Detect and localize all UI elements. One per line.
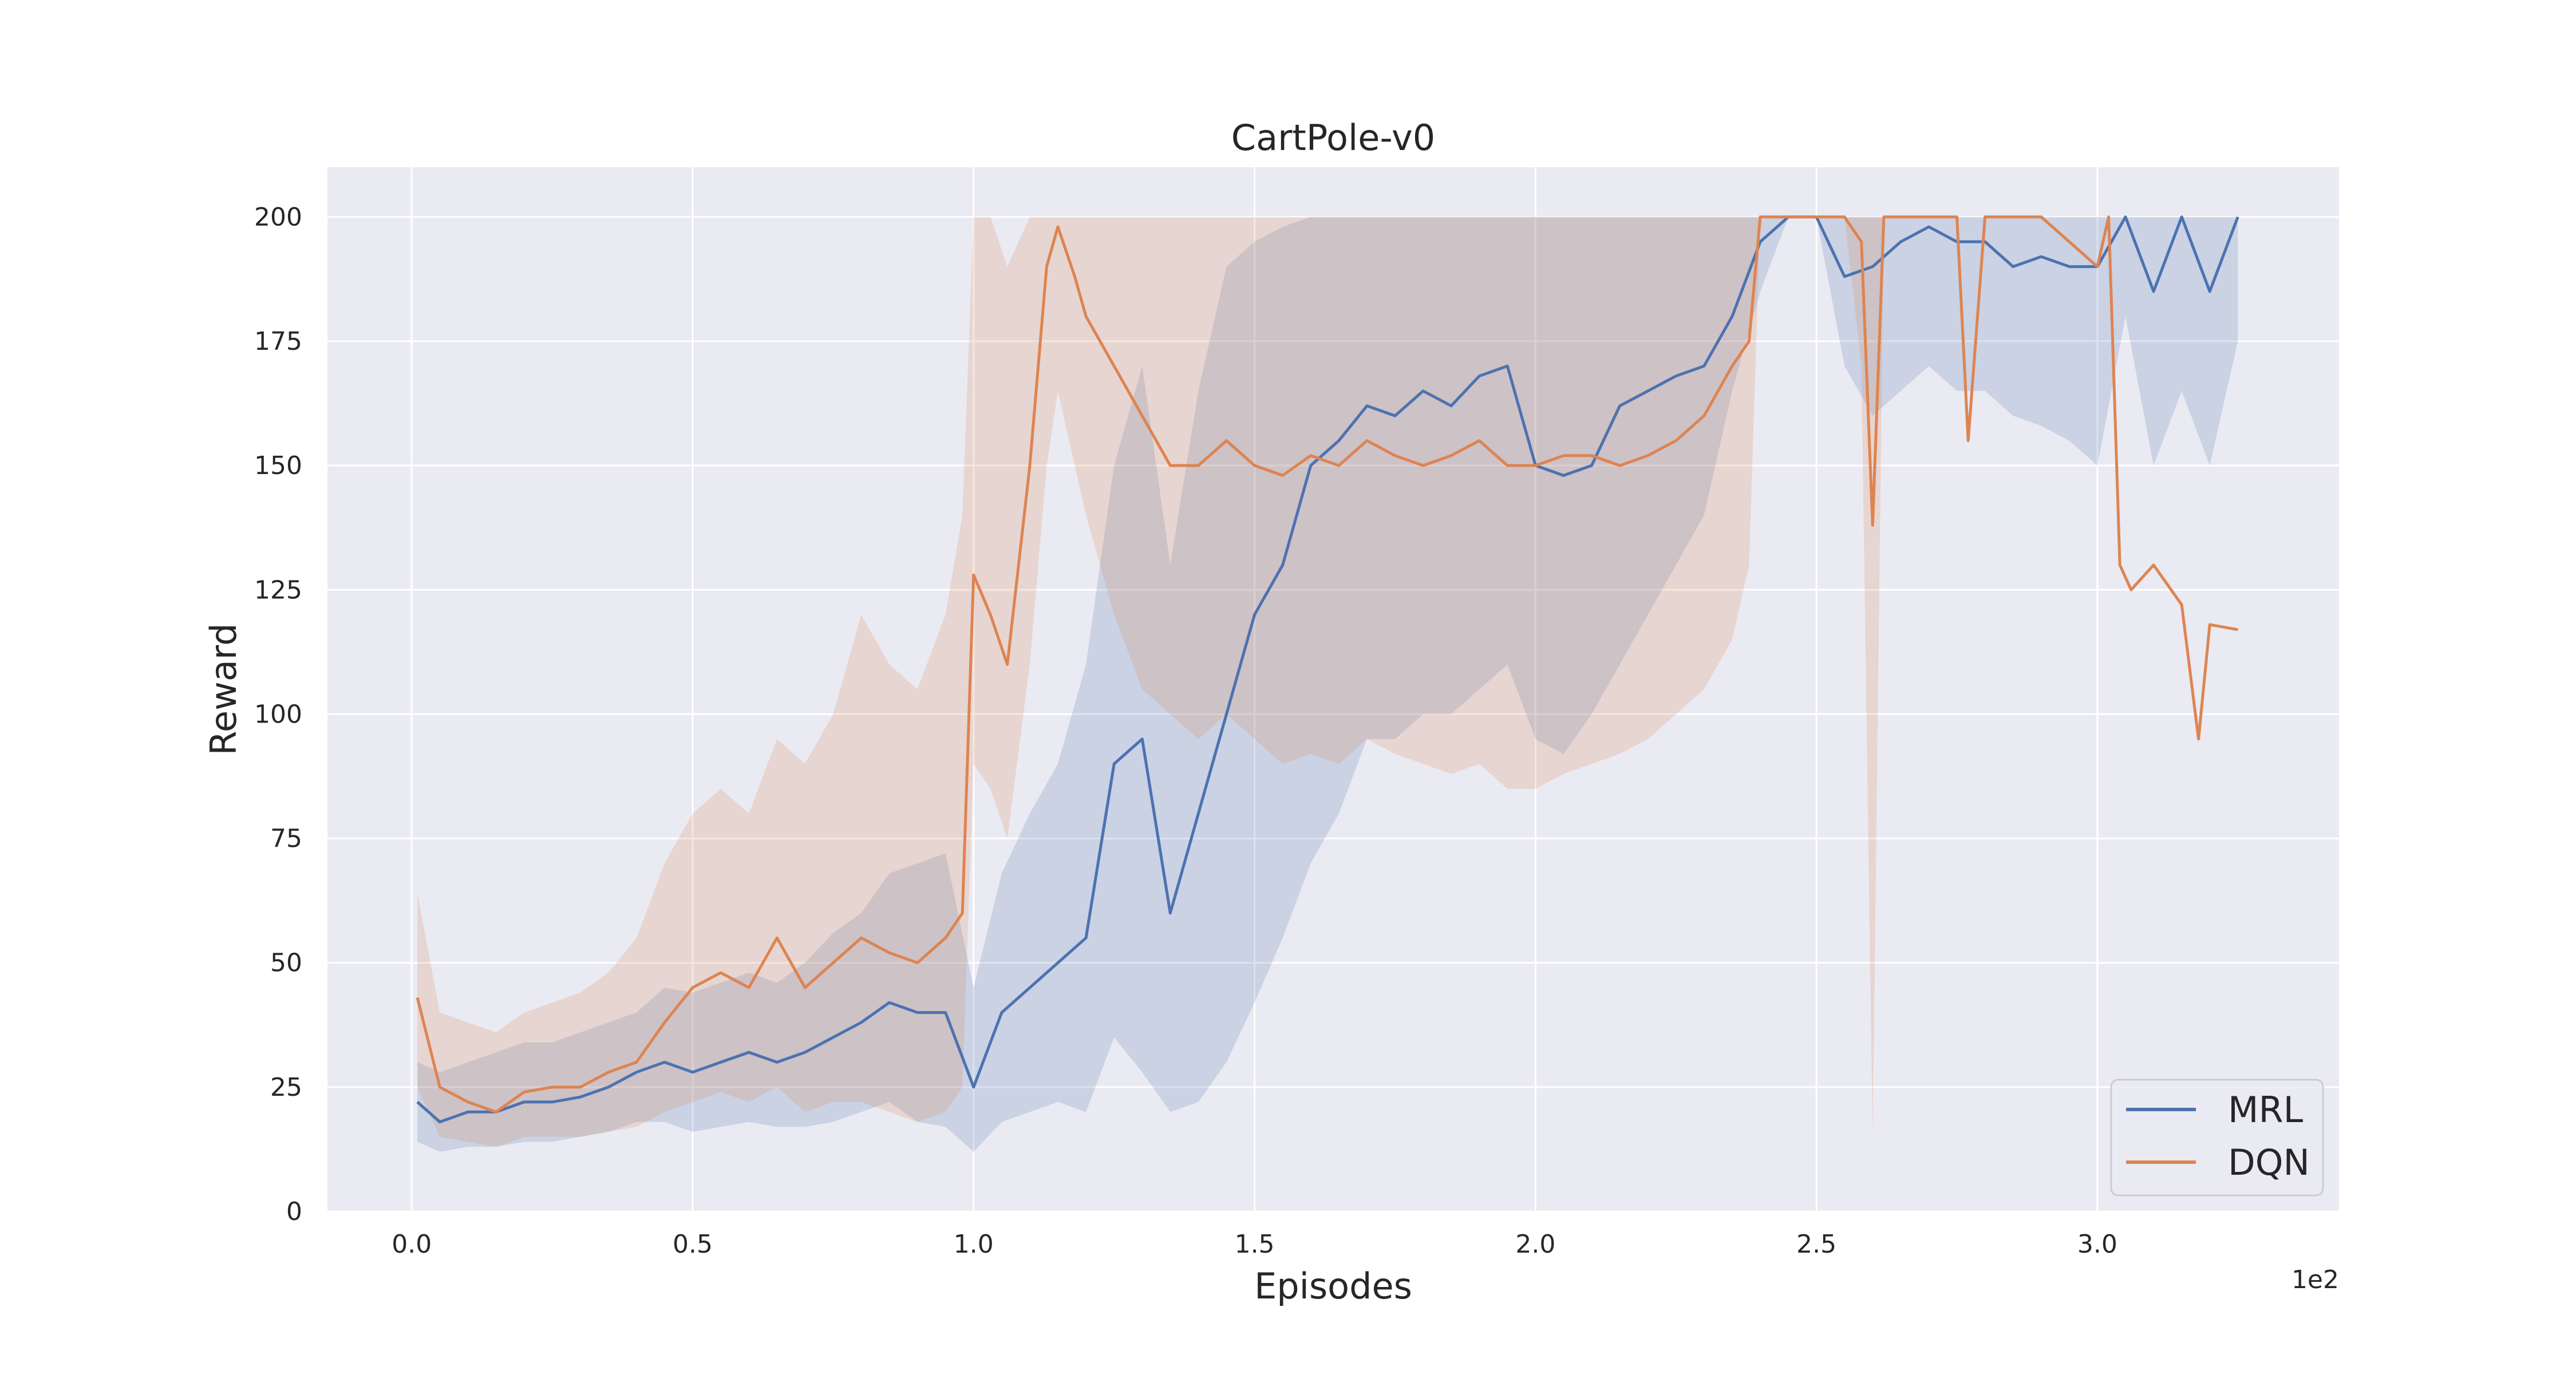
y-tick-label: 100	[254, 700, 302, 729]
x-tick-label: 0.0	[392, 1230, 432, 1259]
confidence-bands	[417, 216, 2238, 1152]
y-tick-label: 150	[254, 451, 302, 480]
y-tick-label: 200	[254, 203, 302, 232]
y-tick-label: 25	[270, 1073, 302, 1102]
y-tick-label: 125	[254, 575, 302, 605]
x-axis-label: Episodes	[1254, 1265, 1412, 1307]
dqn-confidence-band	[417, 216, 2238, 1147]
x-tick-label: 1.0	[954, 1230, 994, 1259]
y-tick-label: 75	[270, 824, 302, 854]
y-tick-labels: 0 25 50 75 100 125 150 175 200	[254, 203, 302, 1226]
y-axis-label: Reward	[203, 623, 244, 756]
legend: MRL DQN	[2110, 1079, 2324, 1197]
x-tick-labels: 0.0 0.5 1.0 1.5 2.0 2.5 3.0	[392, 1230, 2117, 1259]
x-tick-label: 1.5	[1235, 1230, 1275, 1259]
x-tick-label: 2.0	[1515, 1230, 1555, 1259]
series-lines	[416, 215, 2239, 1124]
x-tick-label: 3.0	[2077, 1230, 2117, 1259]
y-tick-label: 0	[286, 1197, 302, 1226]
mrl-confidence-band	[417, 216, 2238, 1152]
legend-label-dqn: DQN	[2228, 1142, 2310, 1183]
x-tick-label: 2.5	[1796, 1230, 1836, 1259]
x-axis-offset-label: 1e2	[2291, 1265, 2339, 1294]
chart-title: CartPole-v0	[1231, 117, 1435, 159]
x-tick-label: 0.5	[673, 1230, 713, 1259]
y-tick-label: 175	[254, 327, 302, 356]
legend-label-mrl: MRL	[2228, 1089, 2304, 1131]
mrl-series-line	[416, 215, 2239, 1124]
y-tick-label: 50	[270, 949, 302, 978]
